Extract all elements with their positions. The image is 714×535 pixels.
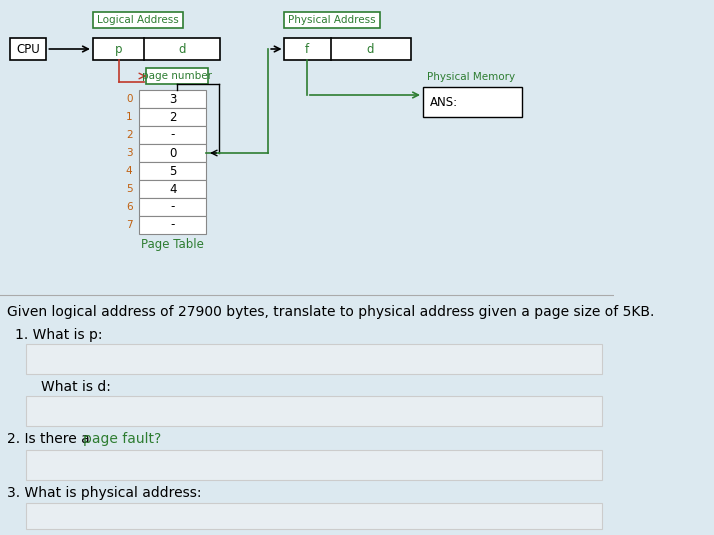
FancyBboxPatch shape [139, 162, 206, 180]
Text: p: p [115, 42, 122, 56]
FancyBboxPatch shape [26, 344, 602, 374]
Text: 2. Is there a: 2. Is there a [7, 432, 94, 446]
Text: 1. What is p:: 1. What is p: [16, 328, 103, 342]
Text: d: d [178, 42, 186, 56]
Text: 6: 6 [126, 202, 132, 212]
Text: -: - [171, 201, 175, 213]
Text: Physical Address: Physical Address [288, 15, 376, 25]
Text: page fault?: page fault? [83, 432, 161, 446]
Text: Page Table: Page Table [141, 238, 204, 250]
FancyBboxPatch shape [283, 38, 411, 60]
FancyBboxPatch shape [139, 108, 206, 126]
FancyBboxPatch shape [139, 90, 206, 108]
Text: 7: 7 [126, 220, 132, 230]
Text: 2: 2 [126, 130, 132, 140]
FancyBboxPatch shape [139, 198, 206, 216]
Text: 3: 3 [169, 93, 176, 105]
FancyBboxPatch shape [10, 38, 46, 60]
Text: CPU: CPU [16, 42, 40, 56]
Text: 3. What is physical address:: 3. What is physical address: [7, 486, 201, 500]
Text: 4: 4 [126, 166, 132, 176]
Text: 0: 0 [126, 94, 132, 104]
Text: Logical Address: Logical Address [97, 15, 178, 25]
FancyBboxPatch shape [139, 216, 206, 234]
Text: 4: 4 [169, 182, 176, 195]
FancyBboxPatch shape [93, 38, 220, 60]
Text: 2: 2 [169, 111, 176, 124]
FancyBboxPatch shape [139, 180, 206, 198]
FancyBboxPatch shape [93, 12, 183, 28]
Text: page number: page number [142, 71, 212, 81]
FancyBboxPatch shape [139, 126, 206, 144]
Text: Physical Memory: Physical Memory [427, 72, 516, 82]
Text: 5: 5 [169, 164, 176, 178]
FancyBboxPatch shape [26, 450, 602, 480]
Text: -: - [171, 218, 175, 232]
Text: f: f [305, 42, 309, 56]
FancyBboxPatch shape [26, 396, 602, 426]
FancyBboxPatch shape [139, 144, 206, 162]
Text: ANS:: ANS: [430, 96, 458, 109]
Text: d: d [367, 42, 374, 56]
Text: -: - [171, 128, 175, 141]
FancyBboxPatch shape [423, 87, 522, 117]
Text: Given logical address of 27900 bytes, translate to physical address given a page: Given logical address of 27900 bytes, tr… [7, 305, 654, 319]
Text: 5: 5 [126, 184, 132, 194]
FancyBboxPatch shape [146, 68, 208, 84]
Text: What is d:: What is d: [41, 380, 111, 394]
Text: 1: 1 [126, 112, 132, 122]
FancyBboxPatch shape [26, 503, 602, 529]
Text: 0: 0 [169, 147, 176, 159]
Text: 3: 3 [126, 148, 132, 158]
FancyBboxPatch shape [283, 12, 380, 28]
